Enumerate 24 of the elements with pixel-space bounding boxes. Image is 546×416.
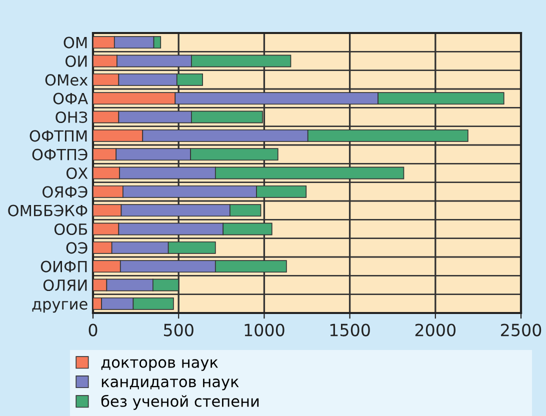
legend-label: докторов наук (101, 359, 218, 371)
y-tick-label: ОМ (64, 36, 87, 48)
y-tick-label: ОЛЯИ (43, 279, 87, 292)
x-tick-label: 1500 (330, 324, 370, 336)
legend-label: кандидатов наук (102, 378, 239, 390)
y-tick-label: ОХ (66, 167, 88, 180)
y-tick-label: ОФТПМ (30, 130, 87, 142)
x-tick-label: 0 (88, 324, 98, 336)
y-tick-label: ОЯФЭ (42, 186, 88, 198)
y-tick-label: ОФА (53, 92, 88, 104)
y-tick-label: ОМББЭКФ (8, 204, 88, 216)
y-tick-label: ОМех (45, 74, 88, 86)
y-tick-label: ОНЗ (56, 111, 88, 124)
x-tick-label: 1000 (244, 324, 284, 336)
x-tick-label: 2500 (501, 324, 542, 336)
y-tick-label: ОЭ (66, 242, 88, 254)
x-tick-label: 500 (164, 324, 194, 336)
y-tick-label: ОФТПЭ (32, 148, 88, 160)
x-tick-label: 2000 (415, 324, 456, 336)
y-tick-label: другие (32, 300, 88, 313)
y-tick-label: ОИФП (40, 260, 87, 272)
legend-label: без ученой степени (101, 394, 259, 410)
y-tick-label: ООБ (54, 223, 88, 236)
y-tick-label: ОИ (66, 55, 87, 68)
